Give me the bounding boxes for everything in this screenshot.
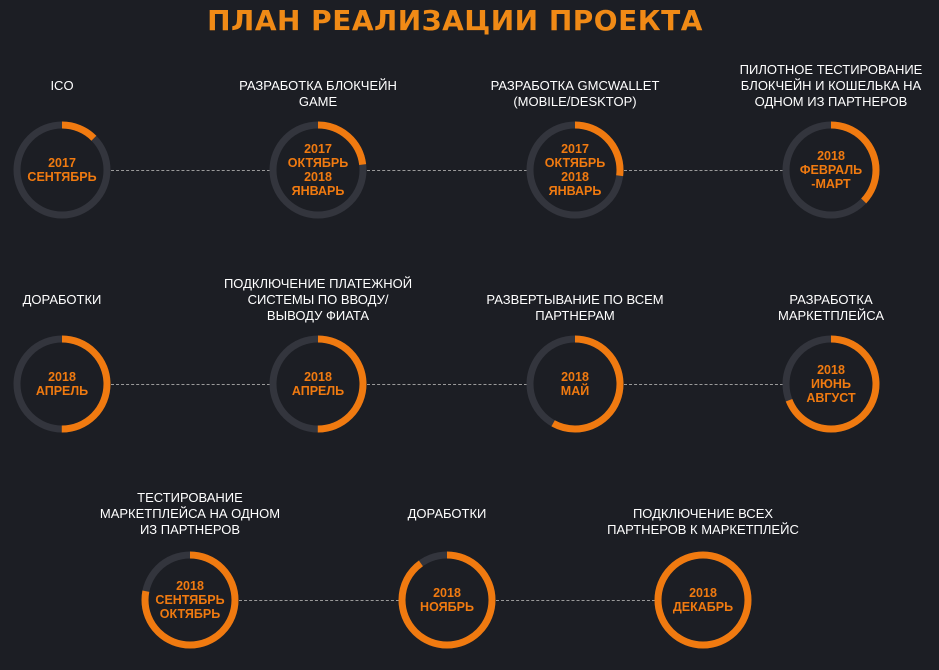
milestone-date: 2018 СЕНТЯБРЬ ОКТЯБРЬ [155,579,225,621]
milestone-date: 2017 СЕНТЯБРЬ [27,156,97,184]
milestone-label: ПОДКЛЮЧЕНИЕ ВСЕХ ПАРТНЕРОВ К МАРКЕТПЛЕЙС [607,506,799,537]
connector-line [623,384,783,385]
page-title: ПЛАН РЕАЛИЗАЦИИ ПРОЕКТА [207,4,703,37]
milestone-label: ДОРАБОТКИ [407,506,487,521]
ring-progress-arc [398,551,496,649]
progress-ring [653,550,753,650]
milestone-date: 2017 ОКТЯБРЬ 2018 ЯНВАРЬ [544,142,606,198]
ring-progress-arc [654,551,752,649]
milestone-date: 2018 ИЮНЬ АВГУСТ [806,363,856,405]
milestone-label: ДОРАБОТКИ [22,292,102,307]
ring-progress-arc [782,335,880,433]
ring-progress-arc [782,121,880,219]
milestone-date: 2018 ДЕКАБРЬ [672,586,734,614]
milestone-date: 2018 МАЙ [560,370,590,398]
connector-line [366,384,527,385]
ring-progress-arc [13,121,111,219]
connector-line [110,384,270,385]
progress-ring [268,120,368,220]
milestone-label: РАЗРАБОТКА GMCWALLET (MOBILE/DESKTOP) [490,78,660,109]
milestone-label: ПИЛОТНОЕ ТЕСТИРОВАНИЕ БЛОКЧЕЙН И КОШЕЛЬК… [739,62,923,109]
ring-progress-arc [526,335,624,433]
progress-ring [525,334,625,434]
progress-ring [12,334,112,434]
progress-ring [781,334,881,434]
milestone-label: РАЗВЕРТЫВАНИЕ ПО ВСЕМ ПАРТНЕРАМ [486,292,664,323]
milestone-label: РАЗРАБОТКА МАРКЕТПЛЕЙСА [777,292,885,323]
milestone-label: ПОДКЛЮЧЕНИЕ ПЛАТЕЖНОЙ СИСТЕМЫ ПО ВВОДУ/ … [223,276,413,323]
ring-progress-arc [141,551,239,649]
milestone-date: 2018 АПРЕЛЬ [291,370,345,398]
ring-progress-arc [269,121,367,219]
ring-progress-arc [526,121,624,219]
progress-ring [781,120,881,220]
progress-ring [140,550,240,650]
milestone-label: РАЗРАБОТКА БЛОКЧЕЙН GAME [239,78,397,109]
progress-ring [12,120,112,220]
milestone-label: ICO [50,78,74,93]
progress-ring [397,550,497,650]
ring-progress-arc [269,335,367,433]
connector-line [495,600,655,601]
milestone-date: 2018 АПРЕЛЬ [35,370,89,398]
progress-ring [525,120,625,220]
progress-ring [268,334,368,434]
connector-line [366,170,527,171]
milestone-date: 2018 НОЯБРЬ [420,586,474,614]
milestone-label: ТЕСТИРОВАНИЕ МАРКЕТПЛЕЙСА НА ОДНОМ ИЗ ПА… [99,490,281,537]
milestone-date: 2017 ОКТЯБРЬ 2018 ЯНВАРЬ [287,142,349,198]
connector-line [110,170,270,171]
ring-progress-arc [13,335,111,433]
milestone-date: 2018 ФЕВРАЛЬ -МАРТ [799,149,863,191]
connector-line [238,600,399,601]
connector-line [623,170,783,171]
